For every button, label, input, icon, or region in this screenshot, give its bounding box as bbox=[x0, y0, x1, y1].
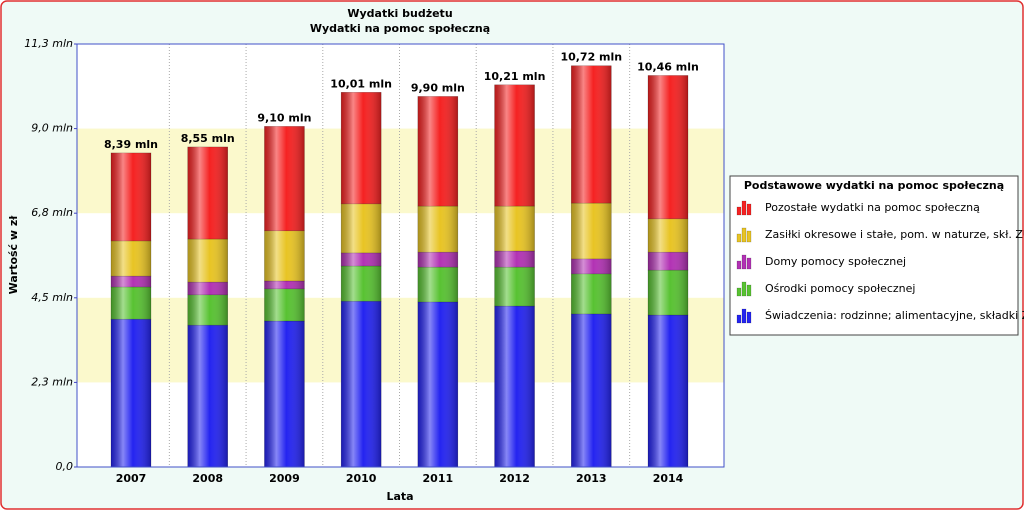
bar-segment bbox=[187, 281, 228, 296]
bar-segment bbox=[110, 275, 152, 288]
x-tick-label: 2009 bbox=[269, 472, 300, 485]
y-axis-label: Wartość w zł bbox=[7, 215, 20, 295]
bar-segment bbox=[110, 240, 152, 277]
x-tick-label: 2014 bbox=[653, 472, 684, 485]
total-label: 8,39 mln bbox=[104, 138, 158, 151]
x-tick-label: 2010 bbox=[346, 472, 377, 485]
legend-box bbox=[729, 175, 1019, 336]
bar-segment bbox=[110, 318, 152, 468]
legend-title: Podstawowe wydatki na pomoc społeczną bbox=[744, 179, 1004, 192]
legend-swatch bbox=[736, 206, 742, 216]
legend-swatch bbox=[741, 254, 747, 270]
bar-segment bbox=[647, 218, 689, 253]
y-tick-label: 2,3 mln bbox=[31, 375, 73, 388]
bar-segment bbox=[647, 269, 689, 316]
plot-area bbox=[77, 44, 724, 467]
bar-segment bbox=[264, 126, 305, 232]
plot-border bbox=[76, 43, 725, 468]
legend-swatch bbox=[736, 260, 742, 270]
total-label: 9,10 mln bbox=[257, 111, 311, 124]
bar-segment bbox=[417, 301, 459, 468]
legend-swatch bbox=[741, 200, 747, 216]
y-tick-label: 9,0 mln bbox=[31, 122, 73, 135]
bar-segment bbox=[110, 286, 152, 320]
bar-segment bbox=[494, 305, 535, 468]
legend-swatch bbox=[741, 308, 747, 324]
bar-segment bbox=[187, 238, 228, 283]
legend-label: Domy pomocy społecznej bbox=[765, 255, 906, 268]
bar-segment bbox=[340, 300, 382, 468]
bar-segment bbox=[110, 152, 152, 242]
legend-swatch bbox=[746, 284, 752, 297]
chart-subtitle: Wydatki na pomoc społeczną bbox=[310, 22, 490, 35]
legend-label: Ośrodki pomocy społecznej bbox=[765, 282, 915, 295]
x-tick-label: 2008 bbox=[192, 472, 223, 485]
grid-band bbox=[77, 128, 724, 214]
y-tick-label: 6,8 mln bbox=[31, 206, 73, 219]
bar-segment bbox=[417, 205, 459, 253]
legend-label: Pozostałe wydatki na pomoc społeczną bbox=[765, 201, 980, 214]
total-label: 8,55 mln bbox=[181, 132, 235, 145]
bar-segment bbox=[647, 251, 689, 271]
bar-segment bbox=[264, 288, 305, 322]
legend-swatch bbox=[746, 257, 752, 270]
legend-label: Świadczenia: rodzinne; alimentacyjne, sk… bbox=[765, 309, 1024, 322]
bar-segment bbox=[417, 266, 459, 303]
bar-segment bbox=[571, 65, 612, 204]
legend-swatch bbox=[736, 287, 742, 297]
legend-swatch bbox=[746, 203, 752, 216]
bar-segment bbox=[264, 320, 305, 468]
chart-title: Wydatki budżetu bbox=[347, 7, 452, 20]
bar-segment bbox=[571, 313, 612, 468]
y-tick-label: 4,5 mln bbox=[31, 291, 73, 304]
total-label: 10,01 mln bbox=[330, 77, 392, 90]
bar-segment bbox=[571, 258, 612, 275]
bar-segment bbox=[340, 203, 382, 254]
bar-segment bbox=[571, 273, 612, 315]
legend-swatch bbox=[736, 233, 742, 243]
legend-label: Zasiłki okresowe i stałe, pom. w naturze… bbox=[765, 228, 1024, 241]
bar-segment bbox=[264, 280, 305, 290]
y-tick-label: 0,0 bbox=[56, 460, 74, 473]
bar-segment bbox=[647, 75, 689, 220]
x-tick-label: 2013 bbox=[576, 472, 607, 485]
bar-segment bbox=[187, 324, 228, 468]
bar-segment bbox=[417, 96, 459, 207]
bar-segment bbox=[647, 314, 689, 468]
x-tick-label: 2007 bbox=[116, 472, 147, 485]
grid-band bbox=[77, 297, 724, 383]
legend-swatch bbox=[736, 314, 742, 324]
legend-swatch bbox=[741, 281, 747, 297]
x-axis-label: Lata bbox=[386, 490, 413, 503]
total-label: 10,21 mln bbox=[484, 70, 546, 83]
legend-swatch bbox=[741, 227, 747, 243]
bar-segment bbox=[494, 250, 535, 268]
bar-segment bbox=[571, 202, 612, 260]
bar-segment bbox=[340, 265, 382, 302]
bar-segment bbox=[340, 92, 382, 205]
total-label: 10,72 mln bbox=[560, 51, 622, 64]
bar-segment bbox=[494, 205, 535, 252]
bar-segment bbox=[264, 230, 305, 282]
x-tick-label: 2011 bbox=[423, 472, 454, 485]
bar-segment bbox=[494, 266, 535, 307]
y-tick-label: 11,3 mln bbox=[24, 37, 73, 50]
legend-swatch bbox=[746, 230, 752, 243]
bar-segment bbox=[417, 251, 459, 268]
bar-segment bbox=[340, 252, 382, 267]
x-tick-label: 2012 bbox=[499, 472, 530, 485]
bar-segment bbox=[494, 84, 535, 207]
total-label: 9,90 mln bbox=[411, 81, 465, 94]
total-label: 10,46 mln bbox=[637, 60, 699, 73]
legend-swatch bbox=[746, 311, 752, 324]
bar-segment bbox=[187, 146, 228, 240]
bar-segment bbox=[187, 294, 228, 326]
